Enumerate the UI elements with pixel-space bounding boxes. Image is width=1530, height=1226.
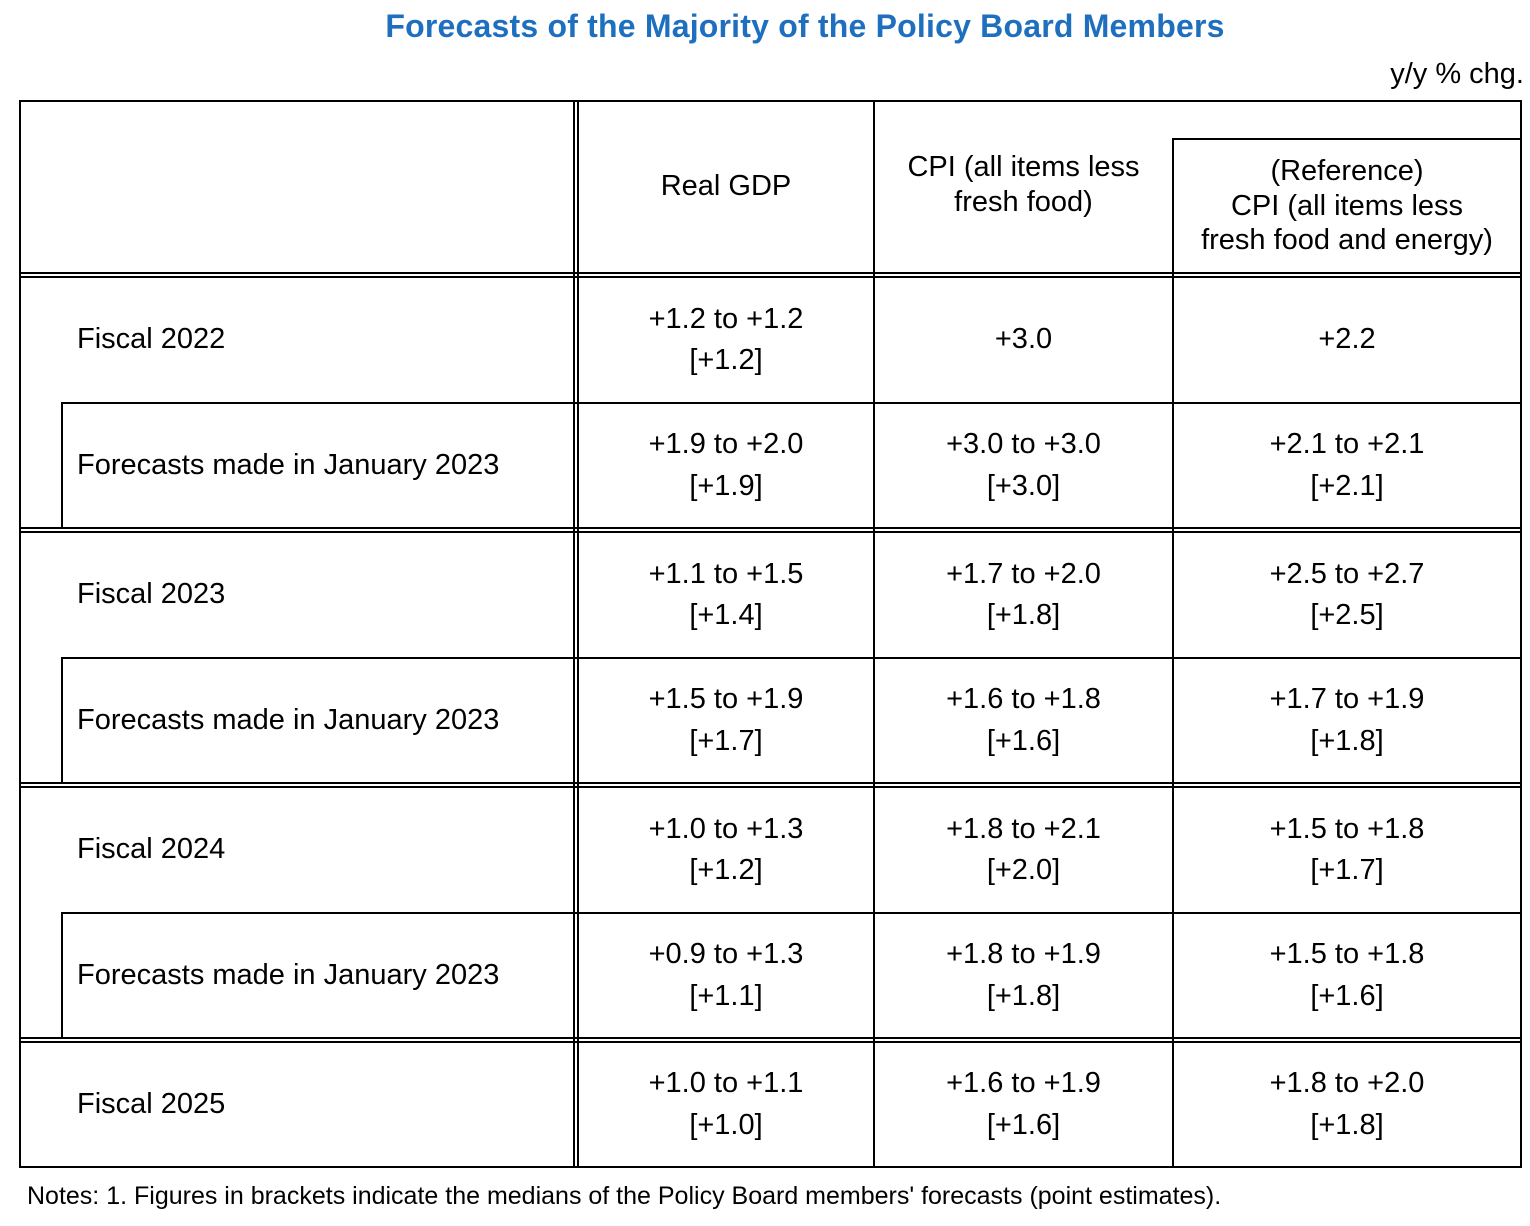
- row-label-text: Fiscal 2025: [77, 1087, 226, 1120]
- row-label-text: Forecasts made in January 2023: [77, 958, 500, 991]
- cell-cpi-fiscal-2025: +1.6 to +1.9 [+1.6]: [875, 1043, 1172, 1166]
- cell-cpi-fiscal-2023: +1.7 to +2.0 [+1.8]: [875, 533, 1172, 657]
- cell-text: +1.8 to +2.1 [+2.0]: [946, 812, 1101, 886]
- header-reference-cpi: (Reference) CPI (all items less fresh fo…: [1174, 140, 1520, 272]
- cell-core-fiscal-2024: +1.5 to +1.8 [+1.7]: [1174, 788, 1520, 912]
- header-cpi: CPI (all items less fresh food): [875, 102, 1172, 272]
- cell-text: +2.1 to +2.1 [+2.1]: [1269, 428, 1425, 502]
- reference-header-top-rule: [1172, 138, 1522, 140]
- subrow-indent-1: [61, 402, 63, 529]
- group-rule-1a: [19, 527, 1522, 529]
- row-label-fiscal-2023: Fiscal 2023: [77, 533, 567, 657]
- cell-core-fiscal-2023: +2.5 to +2.7 [+2.5]: [1174, 533, 1520, 657]
- header-rule-b: [19, 276, 1522, 278]
- header-real-gdp: Real GDP: [579, 102, 873, 272]
- subrow-rule-2: [61, 657, 1522, 659]
- subrow-rule-3: [61, 912, 1522, 914]
- table-border-bottom: [19, 1166, 1522, 1168]
- column-divider-2: [873, 100, 875, 1168]
- group-rule-2b: [19, 786, 1522, 788]
- row-label-fiscal-2025: Fiscal 2025: [77, 1043, 567, 1166]
- subrow-rule-1: [61, 402, 1522, 404]
- cell-gdp-fiscal-2023: +1.1 to +1.5 [+1.4]: [579, 533, 873, 657]
- row-label-text: Forecasts made in January 2023: [77, 703, 500, 736]
- cell-text: +0.9 to +1.3 [+1.1]: [648, 938, 804, 1012]
- row-label-fiscal-2022: Fiscal 2022: [77, 278, 567, 402]
- row-label-text: Fiscal 2023: [77, 578, 226, 611]
- cell-gdp-jan2023-fy2024: +0.9 to +1.3 [+1.1]: [579, 914, 873, 1037]
- cell-text: +1.9 to +2.0 [+1.9]: [648, 428, 804, 502]
- cell-text: +1.5 to +1.8 [+1.7]: [1269, 812, 1425, 886]
- cell-text: +1.6 to +1.9 [+1.6]: [946, 1067, 1101, 1141]
- cell-cpi-jan2023-fy2023: +1.6 to +1.8 [+1.6]: [875, 659, 1172, 782]
- cell-gdp-fiscal-2024: +1.0 to +1.3 [+1.2]: [579, 788, 873, 912]
- row-label-jan2023-fy2024: Forecasts made in January 2023: [77, 914, 567, 1037]
- cell-core-jan2023-fy2024: +1.5 to +1.8 [+1.6]: [1174, 914, 1520, 1037]
- group-rule-1b: [19, 531, 1522, 533]
- cell-cpi-fiscal-2024: +1.8 to +2.1 [+2.0]: [875, 788, 1172, 912]
- row-label-text: Fiscal 2024: [77, 833, 226, 866]
- header-cpi-text: CPI (all items less fresh food): [907, 151, 1140, 218]
- cell-text: +1.2 to +1.2 [+1.2]: [648, 302, 804, 376]
- cell-gdp-fiscal-2025: +1.0 to +1.1 [+1.0]: [579, 1043, 873, 1166]
- group-rule-3a: [19, 1037, 1522, 1039]
- column-divider-1b: [577, 100, 579, 1168]
- row-label-text: Fiscal 2022: [77, 323, 226, 356]
- group-rule-2a: [19, 782, 1522, 784]
- subrow-indent-2: [61, 657, 63, 784]
- cell-text: +1.1 to +1.5 [+1.4]: [648, 557, 804, 631]
- header-reference-cpi-text: (Reference) CPI (all items less fresh fo…: [1201, 154, 1493, 257]
- cell-cpi-fiscal-2022: +3.0: [875, 278, 1172, 402]
- cell-text: +3.0 to +3.0 [+3.0]: [946, 428, 1101, 502]
- page-title: Forecasts of the Majority of the Policy …: [385, 8, 1225, 44]
- cell-text: +2.2: [1318, 323, 1376, 356]
- cell-text: +2.5 to +2.7 [+2.5]: [1269, 557, 1425, 631]
- header-rule-a: [19, 272, 1522, 274]
- table-border-right: [1520, 100, 1522, 1168]
- cell-text: +1.0 to +1.3 [+1.2]: [648, 812, 804, 886]
- cell-text: +1.5 to +1.9 [+1.7]: [648, 683, 804, 757]
- cell-text: +1.7 to +2.0 [+1.8]: [946, 557, 1101, 631]
- cell-text: +1.5 to +1.8 [+1.6]: [1269, 938, 1425, 1012]
- header-real-gdp-text: Real GDP: [660, 170, 792, 203]
- cell-text: +3.0: [994, 323, 1053, 356]
- cell-text: +1.6 to +1.8 [+1.6]: [946, 683, 1101, 757]
- cell-text: +1.8 to +2.0 [+1.8]: [1269, 1067, 1425, 1141]
- notes-text: Notes: 1. Figures in brackets indicate t…: [27, 1182, 1222, 1210]
- cell-core-jan2023-fy2023: +1.7 to +1.9 [+1.8]: [1174, 659, 1520, 782]
- cell-cpi-jan2023-fy2022: +3.0 to +3.0 [+3.0]: [875, 404, 1172, 527]
- group-rule-3b: [19, 1041, 1522, 1043]
- cell-core-jan2023-fy2022: +2.1 to +2.1 [+2.1]: [1174, 404, 1520, 527]
- table-border-left: [19, 100, 21, 1168]
- cell-text: +1.0 to +1.1 [+1.0]: [648, 1067, 804, 1141]
- column-divider-3: [1172, 138, 1174, 1168]
- table-border-top: [19, 100, 1522, 102]
- cell-text: +1.7 to +1.9 [+1.8]: [1269, 683, 1425, 757]
- forecast-table: Real GDP CPI (all items less fresh food)…: [19, 100, 1522, 1168]
- unit-label: y/y % chg.: [1390, 58, 1524, 90]
- cell-gdp-jan2023-fy2023: +1.5 to +1.9 [+1.7]: [579, 659, 873, 782]
- cell-gdp-fiscal-2022: +1.2 to +1.2 [+1.2]: [579, 278, 873, 402]
- row-label-text: Forecasts made in January 2023: [77, 448, 500, 481]
- column-divider-1a: [573, 100, 575, 1168]
- row-label-fiscal-2024: Fiscal 2024: [77, 788, 567, 912]
- row-label-jan2023-fy2022: Forecasts made in January 2023: [77, 404, 567, 527]
- cell-gdp-jan2023-fy2022: +1.9 to +2.0 [+1.9]: [579, 404, 873, 527]
- cell-cpi-jan2023-fy2024: +1.8 to +1.9 [+1.8]: [875, 914, 1172, 1037]
- cell-text: +1.8 to +1.9 [+1.8]: [946, 938, 1101, 1012]
- cell-core-fiscal-2025: +1.8 to +2.0 [+1.8]: [1174, 1043, 1520, 1166]
- cell-core-fiscal-2022: +2.2: [1174, 278, 1520, 402]
- subrow-indent-3: [61, 912, 63, 1039]
- row-label-jan2023-fy2023: Forecasts made in January 2023: [77, 659, 567, 782]
